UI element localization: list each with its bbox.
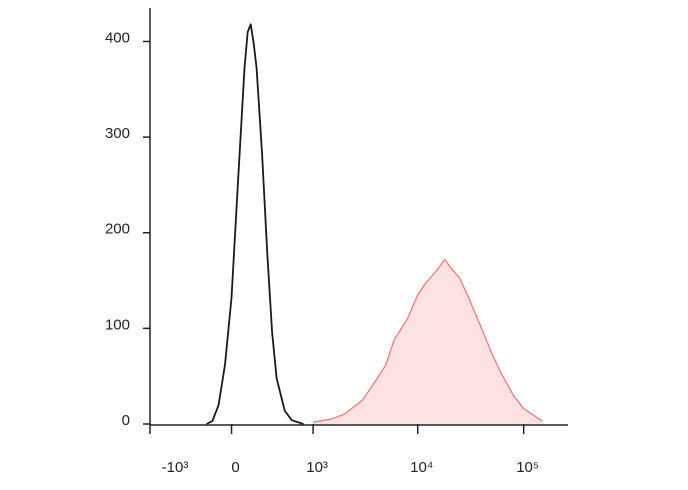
x-tick-label: 10⁴ <box>410 459 433 476</box>
histogram-line <box>312 258 543 423</box>
x-tick-label: 0 <box>231 459 239 476</box>
x-tick-label: 10³ <box>306 459 328 476</box>
y-tick-label: 400 <box>105 29 130 46</box>
x-tick-label: 10⁵ <box>516 459 539 476</box>
y-tick-label: 200 <box>105 221 130 238</box>
y-tick-label: 300 <box>105 125 130 142</box>
y-tick-label: 100 <box>105 316 130 333</box>
area-fill <box>313 259 543 424</box>
histogram-line <box>206 23 304 425</box>
x-tick-label: -10³ <box>162 459 189 476</box>
y-tick-label: 0 <box>122 412 130 429</box>
